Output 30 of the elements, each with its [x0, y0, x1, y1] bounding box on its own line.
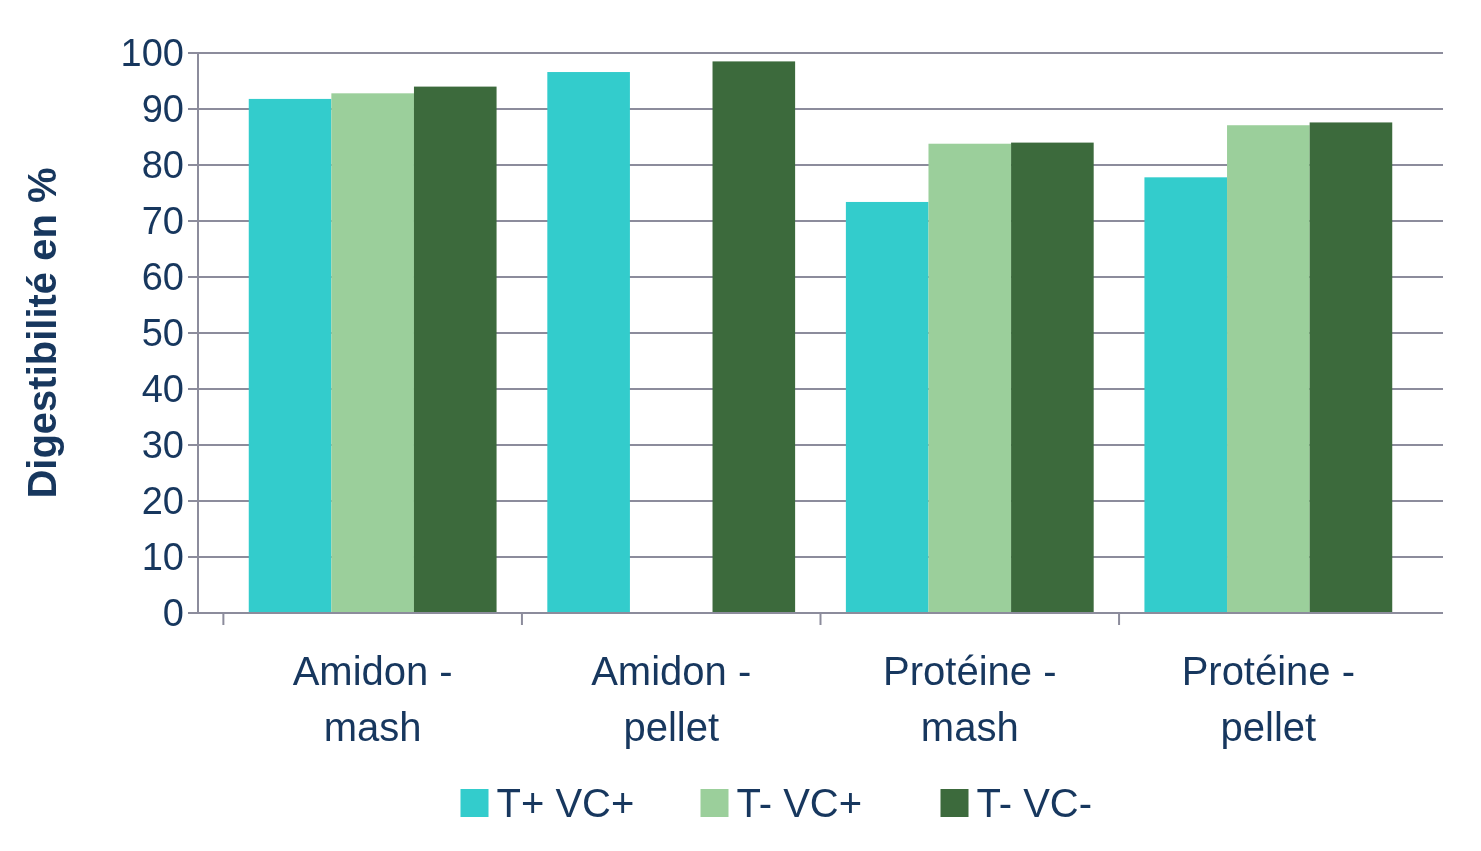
y-tick-label: 80: [141, 144, 184, 187]
y-tick-label: 50: [141, 312, 184, 355]
bar: [1309, 122, 1393, 613]
y-tick-label: 20: [141, 480, 184, 523]
x-tick-label: Amidon - mash: [292, 649, 453, 749]
y-tick-label: 30: [141, 424, 184, 467]
legend-label: T- VC-: [976, 781, 1093, 825]
legend-label: T+ VC+: [496, 781, 635, 825]
y-tick-label: 90: [141, 88, 184, 131]
bar: [547, 72, 630, 613]
y-tick-label: 60: [141, 256, 184, 299]
bar: [712, 61, 796, 613]
y-tick-label: 0: [162, 592, 184, 635]
x-tick-label: Protéine - pellet: [1181, 649, 1356, 749]
y-tick-label: 70: [141, 200, 184, 243]
bar: [1227, 125, 1310, 613]
bar: [928, 143, 1012, 613]
bar: [845, 201, 929, 613]
bar: [248, 98, 332, 613]
bar: [413, 86, 497, 613]
y-tick-label: 100: [120, 32, 184, 75]
x-tick-label: Protéine - mash: [883, 649, 1057, 749]
x-tick-label: Amidon - pellet: [591, 649, 752, 749]
bar: [331, 93, 414, 613]
y-axis-title: Digestibilité en %: [20, 167, 64, 499]
bar: [1011, 142, 1094, 613]
bar: [1144, 177, 1228, 613]
y-tick-label: 40: [141, 368, 184, 411]
y-tick-label: 10: [141, 536, 184, 579]
legend-label: T- VC+: [736, 781, 863, 825]
